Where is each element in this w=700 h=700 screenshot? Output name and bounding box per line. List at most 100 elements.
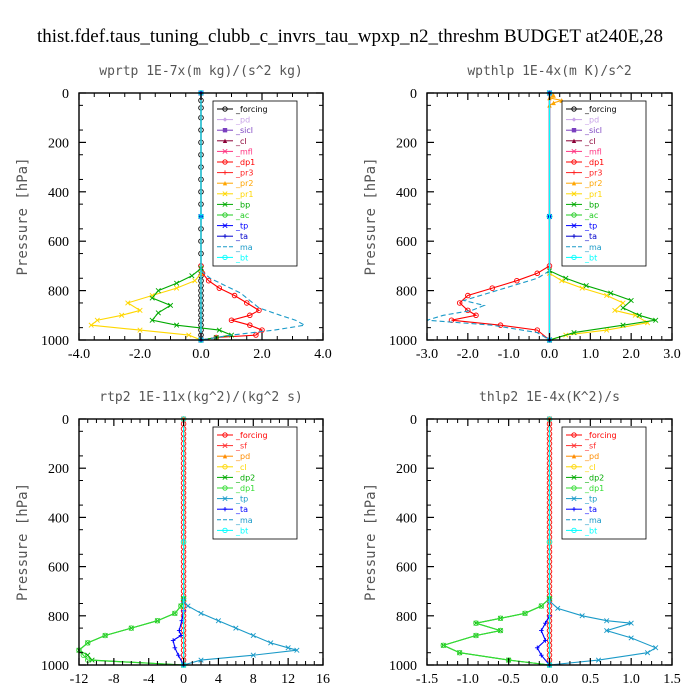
data-point	[497, 322, 504, 328]
data-point	[233, 625, 239, 631]
data-point	[216, 327, 222, 333]
data-point	[250, 632, 256, 639]
data-point	[539, 628, 544, 633]
legend-label: _pr1	[235, 190, 253, 199]
data-point	[172, 645, 178, 651]
legend-marker	[222, 496, 228, 502]
data-point	[612, 307, 618, 313]
legend-marker	[571, 138, 577, 143]
x-tick-label: 2.0	[253, 347, 271, 362]
legend-label: _forcing	[235, 105, 268, 114]
legend-marker	[571, 464, 577, 470]
legend-marker	[571, 191, 577, 197]
data-point	[243, 300, 250, 306]
data-point	[154, 617, 161, 624]
legend-label: _pr2	[235, 179, 253, 188]
data-point	[465, 292, 471, 299]
chart-title: rtp2 1E-11x(kg^2)/(kg^2 s)	[99, 390, 303, 405]
legend-label: _tp	[235, 495, 248, 504]
x-tick-label: 4.0	[314, 347, 332, 362]
legend-label: _sicl	[584, 126, 602, 135]
legend-label: _pr3	[235, 169, 253, 178]
data-point	[543, 638, 548, 643]
x-tick-label: -1.5	[416, 672, 438, 687]
legend-marker	[222, 117, 228, 122]
chart-title: wpthlp 1E-4x(m K)/s^2	[467, 64, 631, 79]
data-point	[583, 283, 589, 289]
legend-label: _dp1	[584, 158, 604, 167]
y-tick-label: 1000	[41, 334, 69, 349]
legend-label: _pr2	[584, 179, 602, 188]
legend-marker	[571, 485, 577, 491]
legend-marker	[222, 507, 228, 512]
data-point	[180, 539, 187, 545]
data-point	[176, 628, 182, 633]
y-axis-label: Pressure [hPa]	[15, 157, 31, 275]
chart-panel-4: thlp2 1E-4x(K^2)/s Pressure [hPa] -1.5 -1.0…	[363, 390, 681, 687]
legend-label: _mfl	[235, 147, 253, 156]
data-point	[170, 638, 176, 643]
series-line	[549, 270, 656, 341]
data-point	[456, 649, 463, 656]
legend-marker	[222, 223, 228, 229]
legend-label: _dp1	[584, 484, 604, 493]
data-point	[189, 273, 195, 279]
data-point	[546, 539, 553, 545]
series-line	[451, 265, 550, 341]
figure-title: thist.fdef.taus_tuning_clubb_c_invrs_tau…	[37, 26, 663, 47]
legend-label: _ta	[235, 505, 248, 514]
series-line	[78, 598, 185, 666]
data-point	[94, 317, 100, 323]
y-tick-label: 600	[396, 235, 417, 250]
series-line	[78, 598, 185, 666]
y-axis-label: Pressure [hPa]	[363, 483, 379, 601]
data-point	[192, 278, 198, 284]
data-point	[149, 317, 155, 323]
legend-marker	[222, 454, 228, 459]
legend-marker	[222, 159, 228, 165]
legend-label: _ta	[584, 505, 597, 514]
data-point	[579, 285, 585, 291]
legend-box	[561, 426, 647, 540]
data-point	[173, 285, 180, 291]
legend: _forcing _sf_pd _cl_dp2 _dp1 _tp_ta _ma_bt	[561, 426, 647, 540]
legend-marker	[222, 432, 228, 438]
legend-label: _pr1	[584, 190, 602, 199]
legend-marker	[222, 128, 228, 133]
legend-marker	[571, 170, 577, 175]
data-point	[514, 277, 520, 284]
y-tick-label: 0	[410, 413, 417, 428]
chart-panel-2: wpthlp 1E-4x(m K)/s^2 Pressure [hPa] -3.0 -…	[363, 64, 681, 362]
legend-marker	[571, 212, 577, 218]
data-point	[247, 312, 253, 319]
data-point	[173, 280, 180, 286]
data-point	[551, 93, 556, 98]
legend-marker	[222, 254, 228, 261]
y-tick-label: 1000	[389, 334, 417, 349]
y-tick-label: 800	[48, 610, 69, 625]
chart-panel-3: rtp2 1E-11x(kg^2)/(kg^2 s) Pressure [hPa]…	[15, 390, 330, 687]
data-point	[563, 275, 569, 281]
legend-label: _tp	[584, 495, 597, 504]
legend-marker	[571, 117, 577, 122]
data-point	[176, 652, 181, 658]
x-tick-label: 12	[281, 672, 295, 687]
y-tick-label: 1000	[41, 659, 69, 674]
y-tick-label: 1000	[389, 659, 417, 674]
data-point	[228, 317, 235, 323]
x-tick-label: 1.0	[582, 347, 600, 362]
legend-marker	[571, 234, 577, 239]
data-point	[185, 603, 191, 609]
x-tick-label: -4.0	[68, 347, 90, 362]
data-point	[636, 312, 642, 318]
x-tick-label: -2.0	[457, 347, 479, 362]
data-point	[253, 332, 259, 338]
data-point	[473, 620, 479, 626]
data-point	[539, 652, 544, 658]
x-tick-label: 2.0	[622, 347, 640, 362]
data-point	[538, 603, 545, 609]
data-point	[473, 632, 479, 639]
legend-marker	[571, 527, 577, 534]
data-point	[608, 290, 614, 296]
legend-label: _ma	[584, 243, 602, 252]
